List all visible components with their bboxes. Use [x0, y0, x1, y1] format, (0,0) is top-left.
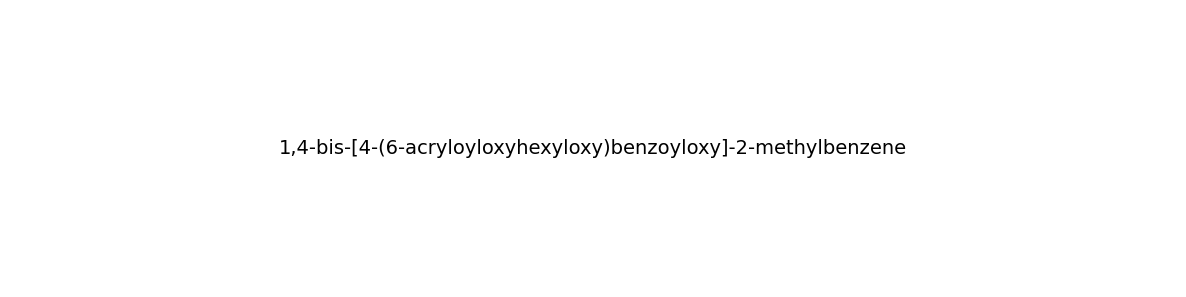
- Text: 1,4-bis-[4-(6-acryloyloxyhexyloxy)benzoyloxy]-2-methylbenzene: 1,4-bis-[4-(6-acryloyloxyhexyloxy)benzoy…: [279, 139, 907, 158]
